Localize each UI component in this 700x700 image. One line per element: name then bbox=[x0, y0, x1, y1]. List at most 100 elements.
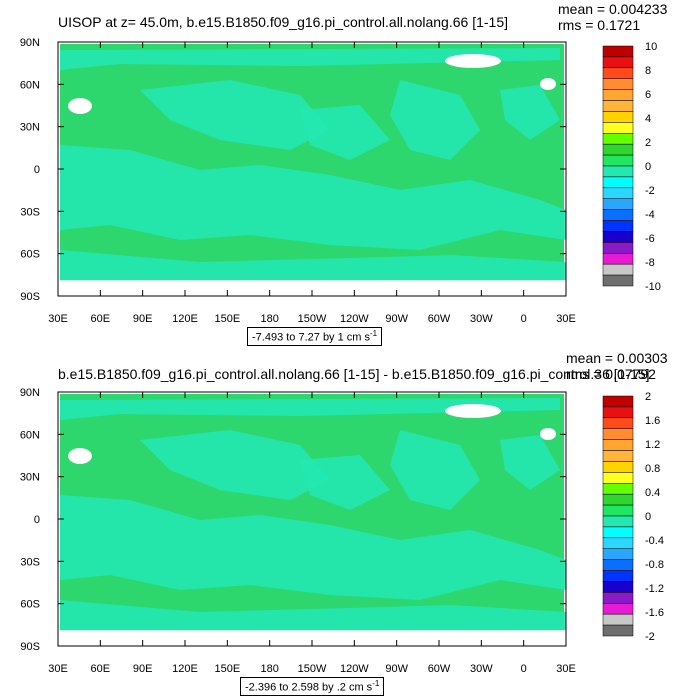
colorbar-box bbox=[602, 428, 634, 440]
colorbar-box bbox=[602, 592, 634, 604]
ice-patch bbox=[445, 404, 501, 418]
x-tick-label: 60W bbox=[428, 663, 451, 675]
x-tick-label: 150E bbox=[214, 313, 240, 325]
field-region bbox=[390, 430, 480, 510]
colorbar-box bbox=[602, 537, 634, 549]
colorbar-label: 1.6 bbox=[645, 415, 660, 427]
x-tick-label: 60E bbox=[91, 313, 111, 325]
y-tick-label: 60N bbox=[20, 79, 40, 91]
x-tick-label: 30E bbox=[48, 313, 68, 325]
field-region bbox=[140, 430, 330, 500]
colorbar-box bbox=[602, 548, 634, 560]
range-exponent: -1 bbox=[372, 679, 380, 688]
colorbar-label: -0.4 bbox=[645, 535, 664, 547]
x-tick-label: 30E bbox=[556, 663, 576, 675]
colorbar-label: -2 bbox=[645, 631, 655, 643]
colorbar-box bbox=[602, 133, 634, 145]
field-region bbox=[60, 48, 560, 70]
y-tick-label: 60N bbox=[20, 429, 40, 441]
field-region bbox=[60, 600, 566, 630]
colorbar-label: 4 bbox=[645, 113, 651, 125]
colorbar-label: -0.8 bbox=[645, 559, 664, 571]
chart-title: b.e15.B1850.f09_g16.pi_control.all.nolan… bbox=[58, 366, 650, 382]
x-tick-label: 120W bbox=[340, 313, 369, 325]
colorbar-box bbox=[602, 198, 634, 210]
colorbar-box bbox=[602, 263, 634, 276]
colorbar-label: -4 bbox=[645, 209, 655, 221]
colorbar-label: 0.4 bbox=[645, 487, 660, 499]
x-tick-label: 0 bbox=[521, 313, 527, 325]
colorbar-box bbox=[602, 231, 634, 243]
x-tick-label: 120W bbox=[340, 663, 369, 675]
y-tick-label: 90S bbox=[20, 641, 40, 653]
colorbar-box bbox=[602, 143, 634, 156]
chart-title: UISOP at z= 45.0m, b.e15.B1850.f09_g16.p… bbox=[58, 14, 508, 30]
map-panel-bottom: b.e15.B1850.f09_g16.pi_control.all.nolan… bbox=[0, 350, 700, 700]
y-tick-label: 60S bbox=[20, 599, 40, 611]
x-tick-label: 180 bbox=[260, 313, 278, 325]
y-tick-label: 0 bbox=[34, 164, 40, 176]
colorbar-box bbox=[602, 483, 634, 495]
y-tick-label: 90N bbox=[20, 387, 40, 399]
contour-range-box: -2.396 to 2.598 by .2 cm s-1 bbox=[240, 677, 385, 696]
colorbar-box bbox=[602, 111, 634, 123]
map-panel-top: UISOP at z= 45.0m, b.e15.B1850.f09_g16.p… bbox=[20, 1, 668, 346]
colorbar-box bbox=[602, 515, 634, 528]
field-region bbox=[300, 105, 390, 160]
y-tick-label: 30S bbox=[20, 206, 40, 218]
ice-patch bbox=[445, 54, 501, 68]
colorbar-box bbox=[602, 504, 634, 517]
colorbar-box bbox=[602, 154, 634, 167]
y-tick-label: 30S bbox=[20, 556, 40, 568]
colorbar-label: 0 bbox=[645, 161, 651, 173]
colorbar-box bbox=[602, 559, 634, 571]
field-region bbox=[500, 85, 560, 140]
ice-patch bbox=[540, 78, 556, 90]
colorbar-box bbox=[602, 493, 634, 506]
colorbar-label: -6 bbox=[645, 233, 655, 245]
colorbar-box bbox=[602, 570, 634, 582]
field-region bbox=[60, 495, 566, 600]
y-tick-label: 60S bbox=[20, 249, 40, 261]
colorbar-box bbox=[602, 242, 634, 254]
range-exponent: -1 bbox=[370, 329, 378, 338]
x-tick-label: 0 bbox=[521, 663, 527, 675]
colorbar-box bbox=[602, 274, 634, 287]
field-region bbox=[60, 145, 566, 250]
colorbar-label: -8 bbox=[645, 257, 655, 269]
mean-value: mean = 0.004233 bbox=[558, 1, 668, 17]
field-region bbox=[390, 80, 480, 160]
colorbar-box bbox=[602, 165, 634, 178]
colorbar-label: 0 bbox=[645, 511, 651, 523]
x-tick-label: 30W bbox=[470, 313, 493, 325]
colorbar-box bbox=[602, 187, 634, 199]
y-tick-label: 90N bbox=[20, 37, 40, 49]
mean-value: mean = 0.00303 bbox=[566, 350, 668, 366]
x-tick-label: 90E bbox=[133, 313, 153, 325]
colorbar-label: 2 bbox=[645, 137, 651, 149]
x-tick-label: 60W bbox=[428, 313, 451, 325]
range-text: -2.396 to 2.598 by .2 cm s bbox=[245, 681, 373, 694]
colorbar-label: -1.2 bbox=[645, 583, 664, 595]
x-tick-label: 150W bbox=[298, 663, 327, 675]
colorbar-box bbox=[602, 603, 634, 615]
colorbar-box bbox=[602, 624, 634, 637]
x-tick-label: 180 bbox=[260, 663, 278, 675]
colorbar-label: 2 bbox=[645, 391, 651, 403]
ice-patch bbox=[68, 98, 92, 114]
field-region bbox=[60, 250, 566, 280]
field-region bbox=[300, 455, 390, 510]
colorbar-label: 10 bbox=[645, 41, 657, 53]
colorbar-label: 8 bbox=[645, 65, 651, 77]
rms-value: rms = 0.07792 bbox=[566, 366, 656, 382]
y-tick-label: 30N bbox=[20, 472, 40, 484]
colorbar-box bbox=[602, 122, 634, 134]
colorbar-box bbox=[602, 253, 634, 265]
colorbar-label: 1.2 bbox=[645, 439, 660, 451]
colorbar-box bbox=[602, 395, 634, 408]
y-tick-label: 30N bbox=[20, 122, 40, 134]
x-tick-label: 60E bbox=[91, 663, 111, 675]
x-tick-label: 30W bbox=[470, 663, 493, 675]
y-tick-label: 0 bbox=[34, 514, 40, 526]
range-text: -7.493 to 7.27 by 1 cm s bbox=[252, 331, 371, 344]
